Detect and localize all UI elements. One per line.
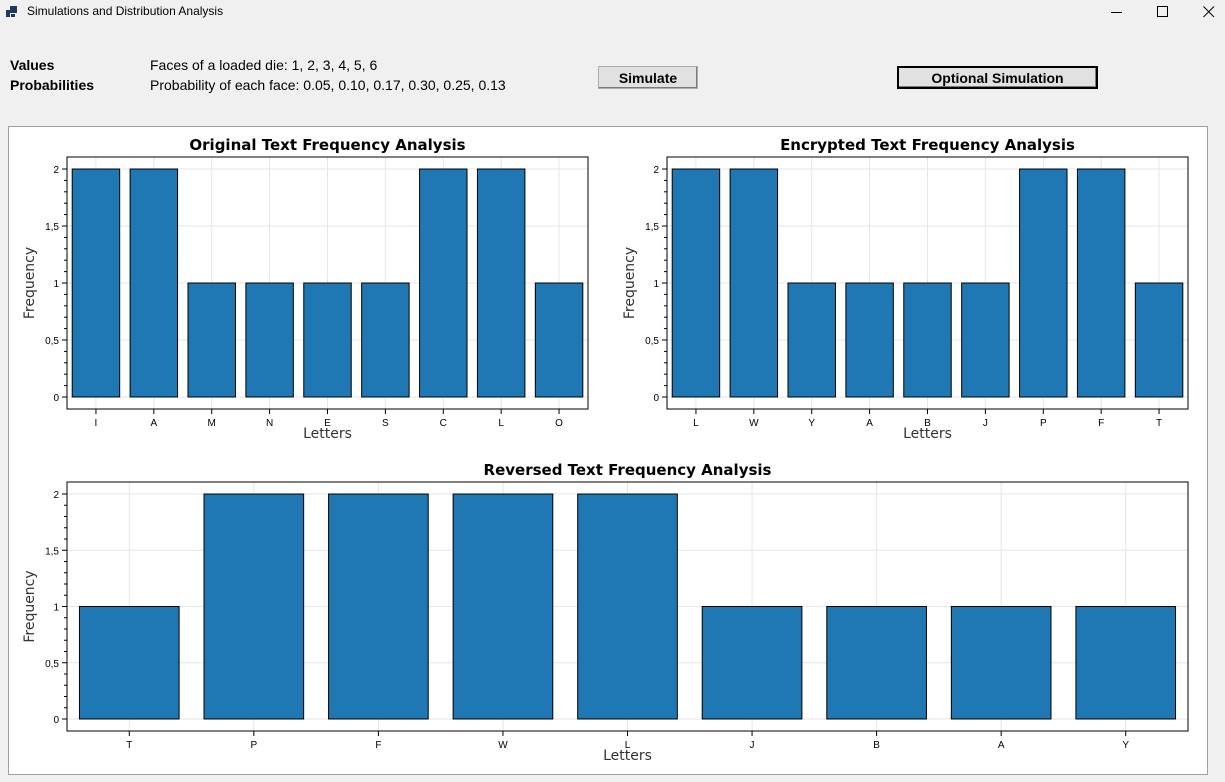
- chart1-bar-S: [361, 282, 410, 398]
- chart-panel: 0 0,5 1 1,5 2 I A M N E S C L O Original Text Frequenc…: [8, 126, 1208, 775]
- chart2-ytick-label: 1: [653, 279, 659, 290]
- probabilities-label: Probabilities: [10, 77, 95, 93]
- chart3-bar-F: [328, 493, 429, 720]
- chart2-ytick-label: 0,5: [645, 336, 659, 347]
- chart2-bar-F: [1076, 168, 1126, 398]
- chart2-xtick-label: P: [1040, 418, 1047, 429]
- chart3-bar-B: [826, 606, 927, 720]
- chart1-xtick-label: I: [95, 418, 98, 429]
- chart1-xtick-label: M: [208, 418, 216, 429]
- charts-canvas: 0 0,5 1 1,5 2 I A M N E S C L O Original Text Frequenc…: [22, 136, 1189, 764]
- chart3-xtick-label: F: [375, 740, 381, 751]
- chart2-xtick-label: B: [924, 418, 931, 429]
- close-icon: [1203, 6, 1215, 18]
- maximize-button[interactable]: [1140, 0, 1186, 24]
- chart2-bar-P: [1019, 168, 1068, 398]
- optional-simulation-button[interactable]: Optional Simulation: [897, 66, 1098, 89]
- chart2-xtick-label: F: [1098, 418, 1104, 429]
- chart2-xtick-label: W: [749, 418, 759, 429]
- chart2-xtick-label: Y: [808, 418, 815, 429]
- chart2-bar-J: [961, 282, 1010, 398]
- simulate-button[interactable]: Simulate: [598, 66, 698, 89]
- chart1-ytick-label: 0: [53, 393, 59, 404]
- chart3-xtick-label: J: [750, 740, 755, 751]
- chart2-bar-W: [729, 168, 779, 398]
- chart3-ytick-label: 2: [53, 490, 59, 501]
- chart3-ytick-label: 1: [53, 603, 59, 614]
- chart1-bar-A: [129, 168, 179, 398]
- chart3-bar-J: [701, 606, 803, 720]
- chart2-xtick-label: A: [866, 418, 873, 429]
- chart2-xtick-label: J: [983, 418, 988, 429]
- chart3-ylabel: Frequency: [22, 570, 38, 642]
- chart3-xtick-label: B: [873, 740, 880, 751]
- chart3-xtick-label: A: [998, 740, 1005, 751]
- chart3-xlabel: Letters: [603, 748, 652, 764]
- chart1-ytick-label: 1,5: [45, 222, 59, 233]
- chart2-bar-A: [845, 282, 894, 398]
- chart3-xtick-label: L: [625, 740, 631, 751]
- chart3-title: Reversed Text Frequency Analysis: [484, 461, 772, 479]
- chart1-xtick-label: O: [555, 418, 563, 429]
- minimize-icon: [1111, 12, 1122, 13]
- minimize-button[interactable]: [1094, 0, 1140, 24]
- chart3-bar-L: [577, 493, 678, 720]
- chart1-bar-L: [476, 168, 526, 398]
- chart2-ylabel: Frequency: [622, 247, 638, 319]
- chart2-bar-L: [671, 168, 721, 398]
- chart3-bar-Y: [1075, 606, 1177, 720]
- chart3-bar-W: [452, 493, 554, 720]
- chart1-xtick-label: E: [324, 418, 331, 429]
- chart1-bar-N: [245, 282, 294, 398]
- chart1-ytick-label: 1: [53, 279, 59, 290]
- chart1-bar-E: [303, 282, 352, 398]
- chart1-xtick-label: S: [382, 418, 389, 429]
- chart2-ytick-label: 1,5: [645, 222, 659, 233]
- chart2-bar-Y: [787, 282, 836, 398]
- chart3-ytick-label: 0: [53, 715, 59, 726]
- chart3-bar-T: [78, 606, 180, 720]
- chart2-xlabel: Letters: [903, 426, 952, 442]
- close-button[interactable]: [1186, 0, 1225, 24]
- probabilities-text: Probability of each face: 0.05, 0.10, 0.…: [150, 77, 506, 93]
- chart1-xtick-label: C: [440, 418, 447, 429]
- chart3-xtick-label: W: [498, 740, 508, 751]
- chart1-ytick-label: 0,5: [45, 336, 59, 347]
- chart1-xlabel: Letters: [303, 426, 352, 442]
- app-icon: [6, 6, 17, 17]
- chart1-ylabel: Frequency: [22, 247, 38, 319]
- chart2-bar-T: [1134, 282, 1184, 398]
- chart2-ytick-label: 2: [653, 165, 659, 176]
- chart1-xtick-label: N: [266, 418, 273, 429]
- chart3-xtick-label: T: [126, 740, 132, 751]
- chart1-xtick-label: L: [498, 418, 504, 429]
- window-title: Simulations and Distribution Analysis: [27, 4, 224, 18]
- chart1-bar-O: [534, 282, 584, 398]
- chart1-bar-C: [419, 168, 468, 398]
- title-bar: Simulations and Distribution Analysis: [0, 0, 1225, 24]
- chart1-ytick-label: 2: [53, 165, 59, 176]
- chart1-bar-I: [71, 168, 121, 398]
- chart2-xtick-label: L: [693, 418, 699, 429]
- chart3-xtick-label: Y: [1122, 740, 1129, 751]
- chart3-bar-A: [950, 606, 1052, 720]
- chart2-bar-B: [903, 282, 952, 398]
- maximize-icon: [1157, 6, 1168, 17]
- chart2-ytick-label: 0: [653, 393, 659, 404]
- chart2-title: Encrypted Text Frequency Analysis: [780, 136, 1075, 154]
- chart3-ytick-label: 0,5: [45, 659, 59, 670]
- chart3-xtick-label: P: [250, 740, 257, 751]
- chart1-title: Original Text Frequency Analysis: [189, 136, 465, 154]
- chart2-xtick-label: T: [1156, 418, 1162, 429]
- values-label: Values: [10, 57, 55, 73]
- values-text: Faces of a loaded die: 1, 2, 3, 4, 5, 6: [150, 57, 378, 73]
- chart1-xtick-label: A: [150, 418, 157, 429]
- chart3-ytick-label: 1,5: [45, 546, 59, 557]
- chart1-bar-M: [187, 282, 236, 398]
- chart3-bar-P: [203, 493, 305, 720]
